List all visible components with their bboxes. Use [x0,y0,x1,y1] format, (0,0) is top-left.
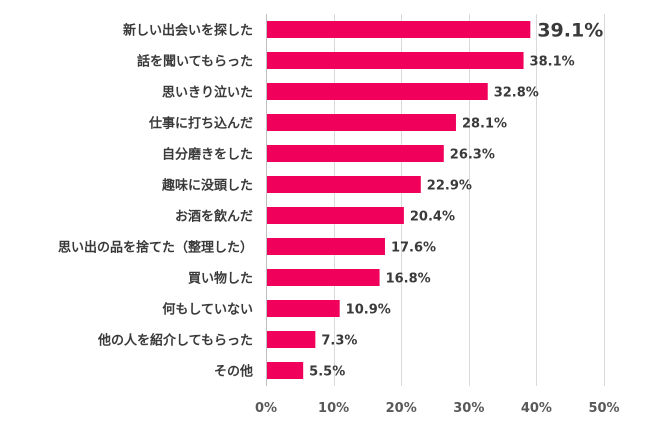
category-label: 買い物した [188,271,253,287]
category-label: お酒を飲んだ [175,209,253,225]
category-label: 新しい出会いを探した [123,23,253,39]
bar [267,52,524,69]
gridlines [266,14,605,386]
x-tick-label: 0% [255,401,277,416]
value-label: 7.3% [321,334,357,349]
value-label: 32.8% [494,86,539,101]
value-label-highlight: 39.1% [537,20,603,42]
x-tick-label: 10% [318,401,349,416]
value-label: 10.9% [346,303,391,318]
bar [267,114,456,131]
bar [267,300,340,317]
x-axis-tick-labels: 0% 10% 20% 30% 40% 50% [255,401,620,416]
value-label: 5.5% [309,365,345,380]
bar [267,176,421,193]
value-label: 28.1% [462,117,507,132]
bar [267,21,531,38]
bar [267,269,380,286]
category-label: その他 [214,364,253,380]
category-label: 何もしていない [162,302,253,318]
bars [267,21,531,379]
category-label: 趣味に没頭した [161,178,253,194]
bar [267,207,404,224]
bar [267,331,316,348]
value-label: 22.9% [427,179,472,194]
bar [267,145,444,162]
bar [267,362,304,379]
value-label: 38.1% [530,55,575,70]
value-labels: 39.1% 38.1% 32.8% 28.1% 26.3% 22.9% 20.4% 17.6%… [309,20,603,380]
value-label: 26.3% [450,148,495,163]
category-label: 自分磨きをした [162,147,253,163]
value-label: 20.4% [410,210,455,225]
value-label: 17.6% [391,241,436,256]
bar [267,83,488,100]
value-label: 16.8% [386,272,431,287]
bar [267,238,385,255]
x-tick-label: 40% [521,401,552,416]
x-tick-label: 20% [386,401,417,416]
category-label: 仕事に打ち込んだ [148,116,253,132]
category-label: 思い出の品を捨てた（整理した） [58,240,253,256]
x-tick-label: 30% [453,401,484,416]
category-label: 思いきり泣いた [162,85,253,101]
x-tick-label: 50% [588,401,619,416]
category-label: 話を聞いてもらった [137,54,253,70]
category-label: 他の人を紹介してもらった [97,333,253,349]
category-labels: 新しい出会いを探した話を聞いてもらった思いきり泣いた仕事に打ち込んだ自分磨きをし… [58,23,253,380]
